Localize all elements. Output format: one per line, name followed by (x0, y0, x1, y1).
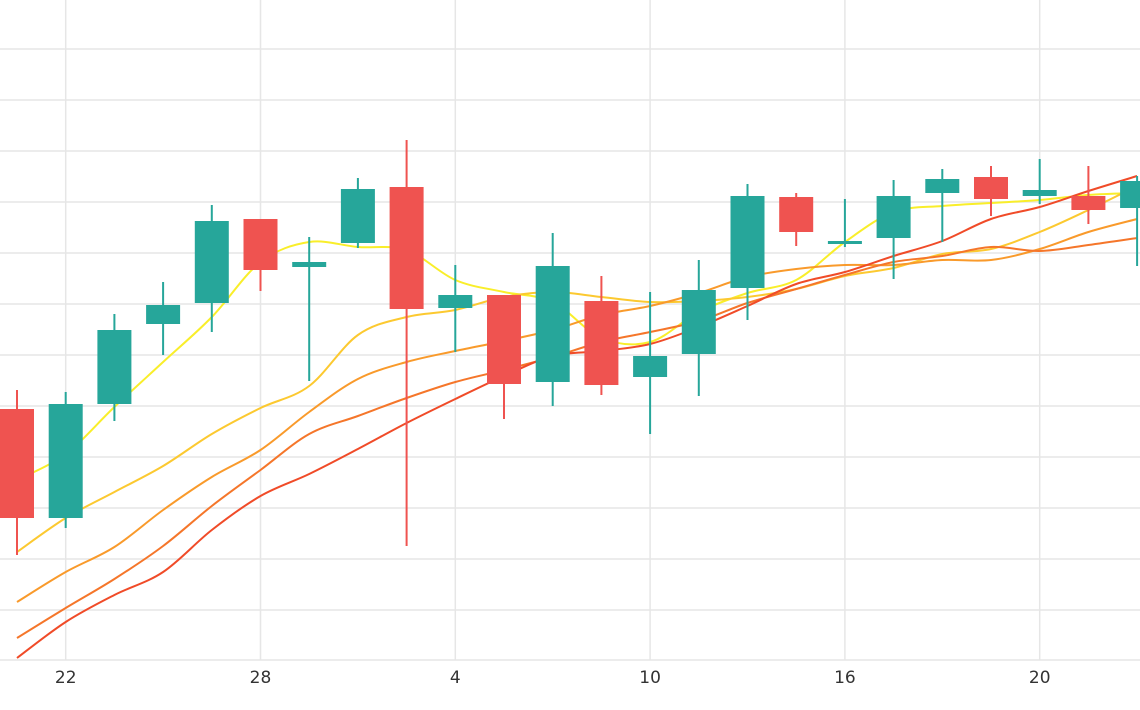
candle-up (194, 205, 229, 332)
candle-up (876, 180, 911, 279)
candle-up (925, 169, 960, 242)
candle-up (340, 178, 375, 248)
candle-down (487, 295, 521, 419)
ma-line-2 (16, 185, 1138, 553)
candle-down (243, 219, 278, 291)
candle-up (681, 260, 716, 396)
candle-up (48, 392, 83, 528)
x-tick-label: 20 (1029, 668, 1051, 688)
ma-line-1 (16, 192, 1138, 481)
candle-body (584, 301, 619, 385)
candle-body (633, 356, 668, 377)
candle-body (827, 241, 862, 244)
ma-line-4 (16, 237, 1138, 639)
candle-body (681, 290, 716, 354)
candle-up (730, 184, 765, 320)
candle-down (389, 140, 424, 546)
grid (0, 0, 1140, 661)
x-tick-label: 16 (834, 668, 856, 688)
candle-body (1022, 190, 1057, 196)
candle-down (0, 390, 34, 555)
candle-body (389, 187, 424, 309)
candle-body (194, 221, 229, 303)
x-tick-label: 22 (55, 668, 77, 688)
moving-average-lines (16, 175, 1138, 659)
candle-down (1071, 166, 1106, 224)
candle-body (438, 295, 473, 308)
candle-body (535, 266, 570, 382)
candle-body (925, 179, 960, 193)
x-tick-label: 10 (639, 668, 661, 688)
ma-line-5 (16, 175, 1138, 659)
candle-body (974, 177, 1008, 199)
candle-down (779, 193, 814, 246)
x-tick-label: 28 (250, 668, 272, 688)
candle-body (876, 196, 911, 238)
candle-up (1120, 176, 1140, 266)
candle-down (584, 276, 619, 395)
candle-up (97, 314, 132, 421)
candle-body (243, 219, 278, 270)
candle-body (292, 262, 327, 267)
candle-body (146, 305, 181, 324)
candle-body (1071, 196, 1106, 210)
candle-up (146, 282, 181, 355)
candle-up (827, 199, 862, 247)
candle-body (487, 295, 521, 384)
ma-line-3 (16, 218, 1138, 603)
candle-body (340, 189, 375, 243)
candle-body (97, 330, 132, 404)
candle-up (438, 265, 473, 352)
x-tick-label: 4 (450, 668, 461, 688)
candle-down (974, 166, 1008, 216)
candle-body (0, 409, 34, 518)
candle-up (633, 292, 668, 434)
candle-body (48, 404, 83, 518)
candle-up (1022, 159, 1057, 204)
candle-body (779, 197, 814, 232)
candles (0, 140, 1140, 555)
candle-body (730, 196, 765, 288)
x-axis: 22 28 4 10 16 20 (55, 668, 1051, 688)
candle-up (292, 237, 327, 381)
candle-body (1120, 181, 1140, 208)
candle-up (535, 233, 570, 406)
